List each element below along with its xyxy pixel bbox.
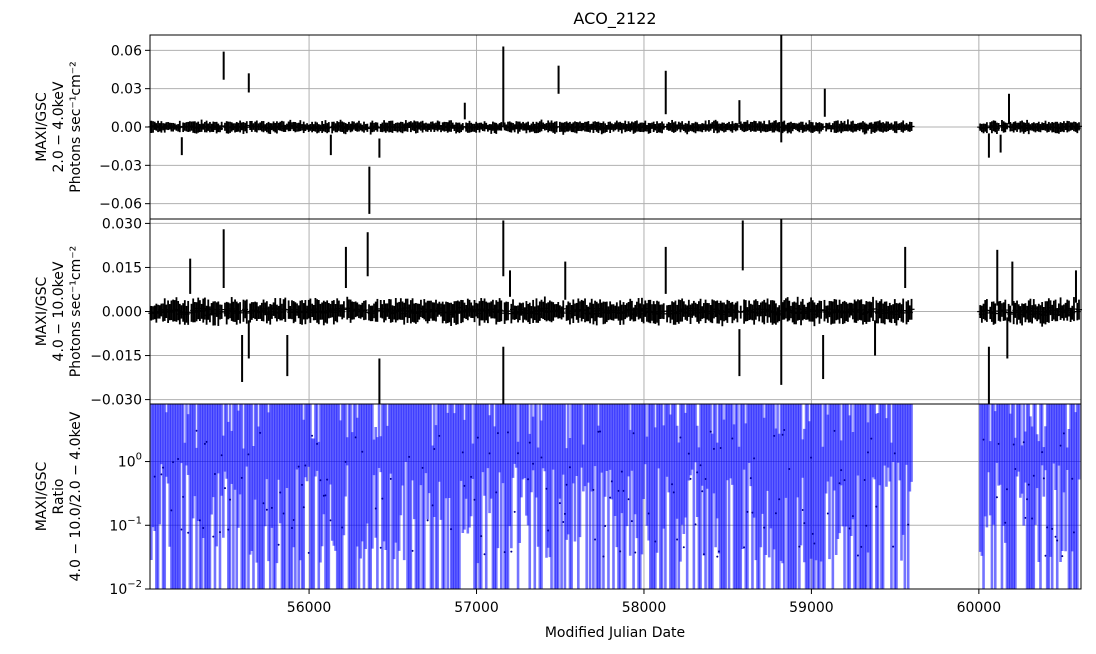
x-tick-label: 56000	[287, 600, 332, 616]
data-series	[148, 219, 1082, 404]
y-axis-ticks: −0.06 −0.03 0.00 0.03 0.06	[99, 43, 150, 213]
panel-hardness-ratio: 10−2 10−1 100 MAXI/GSCRatio4.0 − 10.0/2.0 …	[34, 403, 1082, 598]
y-tick-label: 0.000	[102, 305, 142, 321]
data-point	[426, 519, 429, 522]
data-point	[513, 510, 516, 513]
y-axis-label: MAXI/GSCRatio4.0 − 10.0/2.0 − 4.0keV	[34, 411, 84, 581]
x-tick-label: 58000	[622, 600, 667, 616]
panel-soft-band: −0.06 −0.03 0.00 0.03 0.06 MAXI/GSC2.0 − 4.0…	[34, 34, 1082, 220]
y-axis-label-line: Ratio	[51, 479, 67, 515]
x-tick-label: 59000	[789, 600, 834, 616]
data-point	[682, 546, 685, 549]
chart-title: ACO_2122	[573, 9, 656, 29]
data-point	[604, 524, 607, 527]
y-axis-label-line: Photons sec⁻¹cm⁻²	[68, 61, 84, 193]
data-point	[1051, 527, 1054, 530]
y-tick-label: 0.030	[102, 216, 142, 232]
data-point	[1056, 539, 1059, 542]
y-axis-label: MAXI/GSC4.0 − 10.0keVPhotons sec⁻¹cm⁻²	[34, 246, 84, 378]
y-tick-label: −0.03	[99, 158, 142, 174]
y-axis-label-line: 2.0 − 4.0keV	[51, 81, 67, 172]
y-axis-label-line: 4.0 − 10.0/2.0 − 4.0keV	[68, 411, 84, 581]
y-tick-label: −0.015	[90, 349, 142, 365]
data-point	[277, 543, 280, 546]
data-point	[411, 549, 414, 552]
data-point	[311, 434, 314, 437]
y-axis-ticks: −0.030 −0.015 0.000 0.015 0.030	[90, 216, 150, 409]
y-tick-label: 10−1	[109, 515, 142, 534]
data-point	[302, 506, 305, 509]
y-axis-label-line: MAXI/GSC	[34, 92, 50, 162]
data-point	[907, 523, 910, 526]
y-axis-label-line: MAXI/GSC	[34, 276, 50, 346]
data-series	[150, 404, 1081, 589]
panel-frame	[149, 403, 1082, 590]
data-point	[218, 531, 221, 534]
x-axis-label: Modified Julian Date	[545, 625, 685, 641]
y-tick-label: 0.03	[111, 82, 142, 98]
y-tick-label: 0.00	[111, 120, 142, 136]
data-point	[619, 550, 622, 553]
data-point	[689, 477, 692, 480]
y-tick-label: 0.06	[111, 43, 142, 59]
y-axis-label-line: Photons sec⁻¹cm⁻²	[68, 246, 84, 378]
y-tick-label: 100	[118, 452, 142, 471]
y-axis-label-line: 4.0 − 10.0keV	[51, 261, 67, 361]
y-axis-ticks: 10−2 10−1 100	[109, 452, 150, 598]
y-tick-label: −0.06	[99, 197, 142, 213]
data-point	[592, 488, 595, 491]
data-point	[480, 535, 483, 538]
data-series	[148, 35, 1082, 214]
data-point	[510, 550, 513, 553]
data-point	[602, 555, 605, 558]
y-tick-label: 10−2	[109, 579, 142, 598]
x-tick-label: 57000	[454, 600, 499, 616]
data-point	[1042, 477, 1045, 480]
data-point	[995, 496, 998, 499]
data-point	[798, 545, 801, 548]
data-point	[716, 555, 719, 558]
y-tick-label: 0.015	[102, 260, 142, 276]
data-point	[746, 510, 749, 513]
panel-hard-band: −0.030 −0.015 0.000 0.015 0.030 MAXI/GSC4.0 …	[34, 216, 1082, 409]
x-axis-ticks: 56000 57000 58000 59000 60000	[287, 589, 1001, 616]
x-tick-label: 60000	[957, 600, 1002, 616]
data-point	[1061, 555, 1064, 558]
y-tick-label: −0.030	[90, 393, 142, 409]
y-axis-label-line: MAXI/GSC	[34, 461, 50, 531]
data-point	[229, 498, 232, 501]
data-point	[709, 430, 712, 433]
y-axis-label: MAXI/GSC2.0 − 4.0keVPhotons sec⁻¹cm⁻²	[34, 61, 84, 193]
data-point	[694, 523, 697, 526]
data-point	[634, 551, 637, 554]
data-point	[224, 487, 227, 490]
